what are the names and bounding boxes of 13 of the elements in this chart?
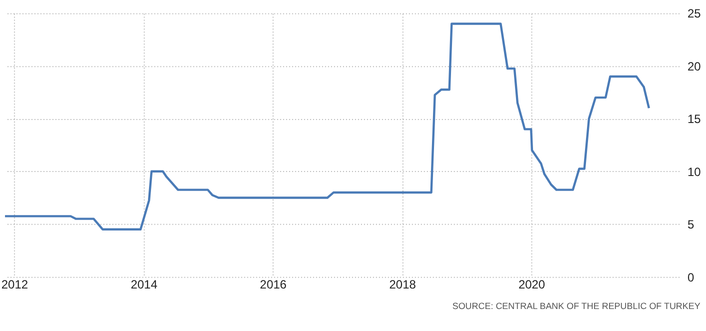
- x-tick-label: 2012: [1, 277, 28, 292]
- x-tick-label: 2020: [518, 277, 546, 292]
- line-series: [4, 22, 650, 230]
- x-tick-label: 2014: [130, 277, 158, 292]
- y-tick-label: 0: [688, 270, 695, 284]
- x-tick-label: 2016: [260, 277, 287, 292]
- x-tick-label: 2018: [389, 277, 416, 292]
- y-tick-label: 20: [688, 59, 702, 74]
- source-note: SOURCE: CENTRAL BANK OF THE REPUBLIC OF TURKEY: [452, 300, 700, 311]
- y-tick-label: 15: [688, 112, 702, 126]
- y-tick-label: 10: [688, 164, 702, 179]
- y-tick-label: 5: [688, 218, 695, 232]
- y-tick-label: 25: [688, 6, 702, 21]
